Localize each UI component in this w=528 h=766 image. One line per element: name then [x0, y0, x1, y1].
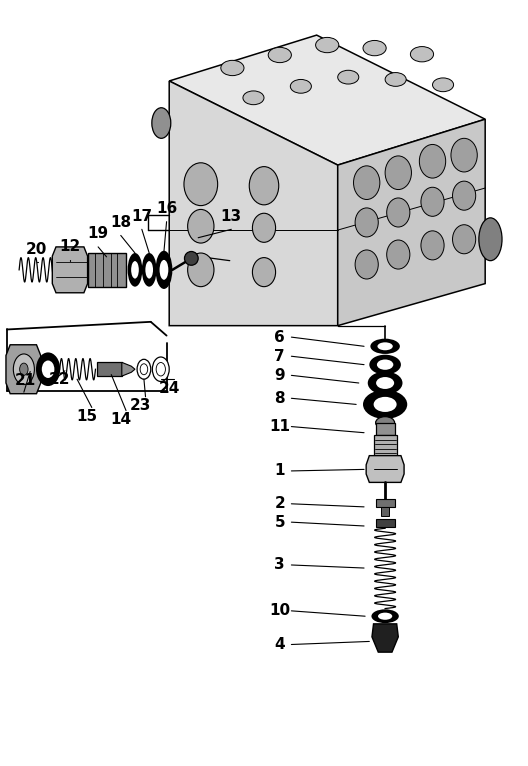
Polygon shape [6, 345, 41, 394]
Ellipse shape [252, 257, 276, 286]
Text: 24: 24 [158, 381, 180, 396]
Text: 22: 22 [49, 372, 70, 388]
Ellipse shape [153, 357, 169, 381]
Ellipse shape [451, 139, 477, 172]
Ellipse shape [338, 70, 359, 84]
Polygon shape [338, 119, 485, 326]
Ellipse shape [268, 47, 291, 63]
Text: 5: 5 [275, 515, 285, 529]
Ellipse shape [131, 261, 139, 279]
Text: 8: 8 [275, 391, 285, 406]
Text: 10: 10 [269, 604, 290, 618]
Ellipse shape [432, 78, 454, 92]
Bar [373, 435, 397, 456]
Ellipse shape [128, 253, 143, 286]
Ellipse shape [371, 609, 399, 623]
Ellipse shape [479, 218, 502, 260]
Text: 11: 11 [269, 419, 290, 434]
Text: 4: 4 [275, 637, 285, 652]
Ellipse shape [421, 187, 444, 216]
Polygon shape [372, 624, 398, 652]
Bar [381, 507, 389, 516]
Text: 14: 14 [110, 412, 131, 427]
Ellipse shape [355, 208, 378, 237]
Ellipse shape [140, 364, 148, 375]
Bar [97, 362, 122, 376]
Ellipse shape [376, 377, 394, 389]
Ellipse shape [187, 209, 214, 243]
Ellipse shape [385, 156, 411, 189]
Ellipse shape [354, 166, 380, 199]
Ellipse shape [419, 145, 446, 178]
Text: 9: 9 [275, 368, 285, 383]
Ellipse shape [452, 224, 476, 254]
Ellipse shape [142, 253, 157, 286]
Ellipse shape [378, 342, 393, 350]
Text: 6: 6 [275, 329, 285, 345]
Polygon shape [122, 362, 135, 376]
Ellipse shape [249, 167, 279, 205]
Ellipse shape [452, 181, 476, 210]
Ellipse shape [375, 417, 394, 429]
Polygon shape [366, 456, 404, 483]
Text: 18: 18 [110, 215, 131, 230]
Ellipse shape [145, 261, 153, 279]
Polygon shape [169, 35, 485, 165]
Ellipse shape [184, 251, 198, 265]
Ellipse shape [363, 390, 407, 419]
Ellipse shape [221, 61, 244, 76]
Ellipse shape [36, 352, 60, 386]
Ellipse shape [20, 363, 28, 375]
Text: 21: 21 [14, 373, 35, 388]
Bar [88, 253, 126, 286]
Ellipse shape [152, 108, 171, 139]
Text: 16: 16 [156, 201, 177, 216]
Text: 2: 2 [275, 496, 285, 512]
Ellipse shape [363, 41, 386, 56]
Text: 1: 1 [275, 463, 285, 479]
Text: 19: 19 [88, 227, 109, 241]
Ellipse shape [355, 250, 378, 279]
Ellipse shape [316, 38, 339, 53]
Polygon shape [52, 247, 88, 293]
Text: 15: 15 [76, 409, 97, 424]
Ellipse shape [378, 613, 392, 620]
Text: 7: 7 [275, 349, 285, 364]
Ellipse shape [187, 253, 214, 286]
Ellipse shape [290, 80, 312, 93]
Ellipse shape [421, 231, 444, 260]
Ellipse shape [370, 339, 400, 354]
Text: 20: 20 [26, 242, 47, 257]
Ellipse shape [137, 359, 151, 379]
Ellipse shape [42, 361, 54, 378]
Ellipse shape [374, 397, 397, 412]
Ellipse shape [386, 240, 410, 269]
Bar [375, 519, 394, 527]
Text: 23: 23 [129, 398, 151, 414]
Ellipse shape [13, 354, 34, 385]
Ellipse shape [410, 47, 433, 62]
Ellipse shape [156, 362, 165, 376]
Ellipse shape [369, 355, 401, 375]
Text: 3: 3 [275, 558, 285, 572]
Text: 17: 17 [131, 209, 153, 224]
Bar [375, 423, 394, 435]
Bar [375, 499, 394, 507]
Ellipse shape [377, 359, 393, 370]
Polygon shape [169, 81, 338, 326]
Ellipse shape [252, 213, 276, 242]
Ellipse shape [243, 91, 264, 105]
Text: 12: 12 [60, 240, 81, 254]
Ellipse shape [156, 250, 172, 289]
Text: 13: 13 [221, 209, 242, 224]
Ellipse shape [386, 198, 410, 227]
Ellipse shape [184, 163, 218, 205]
Ellipse shape [367, 372, 402, 394]
Ellipse shape [159, 260, 168, 280]
Ellipse shape [385, 73, 406, 87]
